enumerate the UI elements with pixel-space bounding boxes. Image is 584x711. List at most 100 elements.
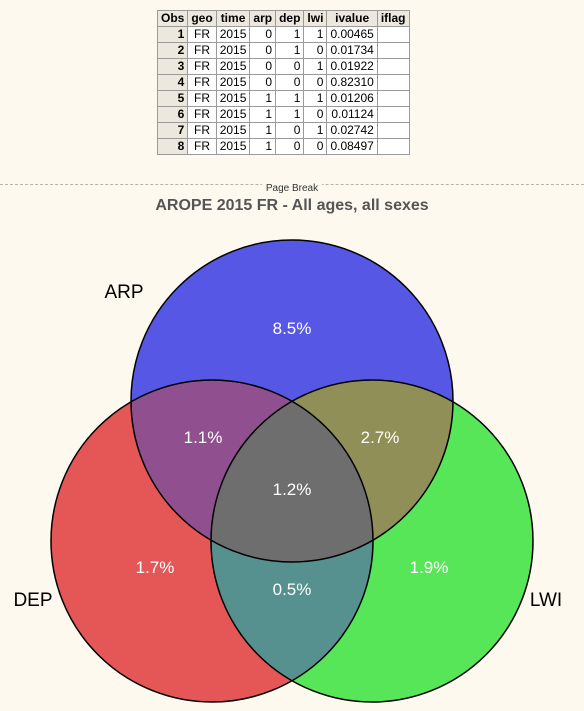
cell-lwi: 1 — [303, 26, 328, 43]
cell-time: 2015 — [215, 26, 251, 43]
cell-obs: 5 — [156, 90, 189, 107]
cell-obs: 6 — [156, 106, 189, 123]
cell-geo: FR — [187, 74, 217, 91]
column-header-time: time — [215, 10, 251, 27]
arp-dep-value: 1.1% — [184, 428, 223, 447]
cell-lwi: 0 — [303, 138, 328, 155]
column-header-lwi: lwi — [303, 10, 328, 27]
cell-iflag — [376, 122, 410, 139]
table-row: 3 FR 2015 0 0 1 0.01922 — [156, 58, 410, 75]
cell-ivalue: 0.08497 — [326, 138, 378, 155]
cell-time: 2015 — [215, 106, 251, 123]
cell-obs: 7 — [156, 122, 189, 139]
table-row: 6 FR 2015 1 1 0 0.01124 — [156, 106, 410, 123]
cell-dep: 0 — [275, 74, 305, 91]
cell-ivalue: 0.01124 — [326, 106, 378, 123]
cell-time: 2015 — [215, 138, 251, 155]
cell-arp: 1 — [249, 138, 277, 155]
cell-iflag — [376, 106, 410, 123]
table-row: 8 FR 2015 1 0 0 0.08497 — [156, 138, 410, 155]
cell-iflag — [376, 42, 410, 59]
venn-diagram: AROPE 2015 FR - All ages, all sexes ARP … — [13, 197, 562, 703]
cell-lwi: 1 — [303, 122, 328, 139]
arp-lwi-value: 2.7% — [361, 428, 400, 447]
table-row: 2 FR 2015 0 1 0 0.01734 — [156, 42, 410, 59]
cell-geo: FR — [187, 42, 217, 59]
lwi-outline — [210, 379, 534, 703]
cell-lwi: 0 — [303, 106, 328, 123]
arp-only-value: 8.5% — [273, 319, 312, 338]
cell-ivalue: 0.02742 — [326, 122, 378, 139]
cell-ivalue: 0.01922 — [326, 58, 378, 75]
cell-lwi: 1 — [303, 90, 328, 107]
cell-arp: 1 — [249, 90, 277, 107]
cell-time: 2015 — [215, 42, 251, 59]
cell-geo: FR — [187, 122, 217, 139]
arp-label: ARP — [104, 282, 143, 303]
table-header-row: Obs geo time arp dep lwi ivalue iflag — [156, 10, 410, 27]
cell-dep: 0 — [275, 58, 305, 75]
cell-time: 2015 — [215, 122, 251, 139]
cell-time: 2015 — [215, 90, 251, 107]
cell-iflag — [376, 26, 410, 43]
dep-label: DEP — [13, 590, 52, 611]
page-break-label: Page Break — [261, 183, 323, 194]
venn-title: AROPE 2015 FR - All ages, all sexes — [155, 197, 428, 214]
cell-dep: 1 — [275, 90, 305, 107]
column-header-geo: geo — [187, 10, 217, 27]
table-row: 5 FR 2015 1 1 1 0.01206 — [156, 90, 410, 107]
column-header-arp: arp — [249, 10, 277, 27]
cell-obs: 4 — [156, 74, 189, 91]
obs-table: Obs geo time arp dep lwi ivalue iflag 1 FR 2015 0 1… — [156, 10, 410, 155]
page-break: Page Break — [0, 178, 584, 196]
cell-iflag — [376, 74, 410, 91]
column-header-obs: Obs — [156, 10, 189, 27]
cell-ivalue: 0.01734 — [326, 42, 378, 59]
table-row: 1 FR 2015 0 1 1 0.00465 — [156, 26, 410, 43]
column-header-ivalue: ivalue — [326, 10, 378, 27]
cell-geo: FR — [187, 26, 217, 43]
column-header-dep: dep — [275, 10, 305, 27]
cell-lwi: 0 — [303, 42, 328, 59]
cell-time: 2015 — [215, 58, 251, 75]
table-row: 4 FR 2015 0 0 0 0.82310 — [156, 74, 410, 91]
cell-geo: FR — [187, 90, 217, 107]
cell-geo: FR — [187, 58, 217, 75]
cell-dep: 1 — [275, 42, 305, 59]
cell-obs: 1 — [156, 26, 189, 43]
cell-dep: 1 — [275, 26, 305, 43]
cell-arp: 1 — [249, 106, 277, 123]
all-value: 1.2% — [273, 480, 312, 499]
cell-arp: 1 — [249, 122, 277, 139]
cell-arp: 0 — [249, 26, 277, 43]
cell-iflag — [376, 138, 410, 155]
table-row: 7 FR 2015 1 0 1 0.02742 — [156, 122, 410, 139]
data-table-container: Obs geo time arp dep lwi ivalue iflag 1 FR 2015 0 1… — [156, 10, 410, 155]
lwi-label: LWI — [530, 590, 562, 611]
dep-only-value: 1.7% — [136, 558, 175, 577]
cell-lwi: 0 — [303, 74, 328, 91]
dep-outline — [50, 379, 374, 703]
cell-geo: FR — [187, 138, 217, 155]
cell-ivalue: 0.82310 — [326, 74, 378, 91]
cell-geo: FR — [187, 106, 217, 123]
cell-lwi: 1 — [303, 58, 328, 75]
cell-time: 2015 — [215, 74, 251, 91]
lwi-only-value: 1.9% — [410, 558, 449, 577]
cell-arp: 0 — [249, 42, 277, 59]
cell-arp: 0 — [249, 58, 277, 75]
cell-ivalue: 0.00465 — [326, 26, 378, 43]
cell-arp: 0 — [249, 74, 277, 91]
dep-lwi-value: 0.5% — [273, 580, 312, 599]
cell-dep: 1 — [275, 106, 305, 123]
cell-dep: 0 — [275, 122, 305, 139]
cell-iflag — [376, 90, 410, 107]
cell-dep: 0 — [275, 138, 305, 155]
cell-obs: 2 — [156, 42, 189, 59]
cell-obs: 8 — [156, 138, 189, 155]
cell-obs: 3 — [156, 58, 189, 75]
cell-ivalue: 0.01206 — [326, 90, 378, 107]
cell-iflag — [376, 58, 410, 75]
column-header-iflag: iflag — [376, 10, 410, 27]
table-body: 1 FR 2015 0 1 1 0.00465 2 FR 2015 0 1 0 0.01734 3 FR 201… — [156, 26, 410, 155]
